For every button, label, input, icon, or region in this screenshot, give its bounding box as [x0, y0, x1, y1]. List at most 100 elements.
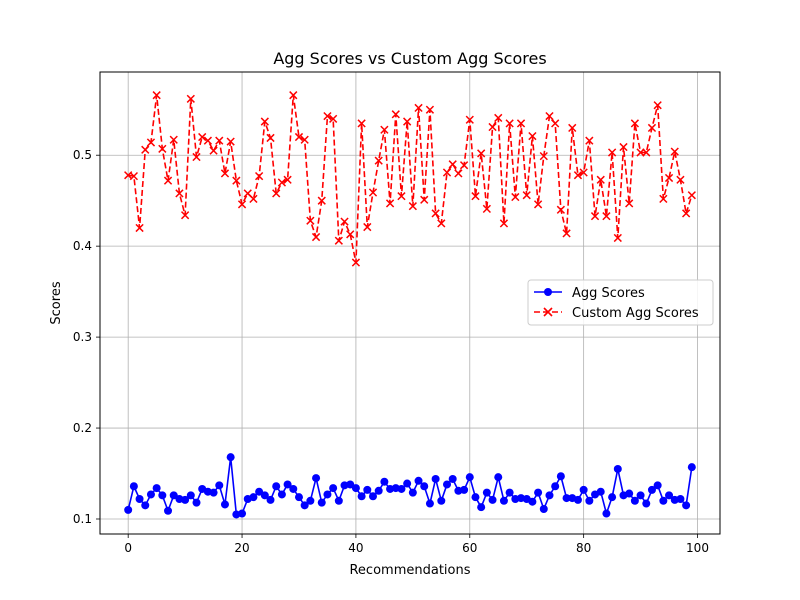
data-point-agg-scores: [545, 491, 554, 500]
data-point-custom-agg-scores: [516, 119, 526, 128]
data-point-custom-agg-scores: [499, 219, 509, 228]
data-point-agg-scores: [283, 480, 292, 489]
legend-box: [527, 279, 714, 326]
data-point-custom-agg-scores: [556, 205, 566, 214]
data-point-custom-agg-scores: [260, 117, 269, 126]
data-point-custom-agg-scores: [511, 192, 520, 202]
data-point-agg-scores: [431, 474, 440, 483]
data-point-custom-agg-scores: [420, 195, 429, 204]
data-point-custom-agg-scores: [391, 110, 400, 119]
data-point-custom-agg-scores: [340, 217, 349, 226]
data-point-agg-scores: [636, 491, 645, 500]
data-point-custom-agg-scores: [289, 91, 298, 100]
data-point-agg-scores: [676, 494, 685, 503]
data-point-custom-agg-scores: [465, 115, 474, 124]
data-point-agg-scores: [255, 487, 264, 496]
y-axis-label: Scores: [49, 281, 64, 324]
data-point-custom-agg-scores: [397, 192, 406, 201]
data-point-custom-agg-scores: [186, 94, 195, 103]
x-tick-label: 40: [348, 541, 363, 555]
data-point-agg-scores: [528, 497, 537, 506]
data-point-custom-agg-scores: [676, 175, 685, 184]
data-point-custom-agg-scores: [266, 133, 275, 143]
data-point-agg-scores: [124, 505, 133, 514]
data-point-agg-scores: [164, 506, 173, 515]
data-point-custom-agg-scores: [437, 219, 446, 228]
x-axis-label: Recommendations: [349, 563, 470, 578]
data-point-agg-scores: [209, 488, 218, 497]
data-point-agg-scores: [573, 495, 582, 504]
data-point-custom-agg-scores: [306, 216, 315, 225]
legend-label-agg-scores: Agg Scores: [572, 286, 645, 301]
data-point-custom-agg-scores: [237, 200, 247, 209]
data-point-agg-scores: [437, 496, 446, 505]
data-point-agg-scores: [220, 500, 229, 509]
data-point-custom-agg-scores: [533, 200, 543, 209]
data-point-custom-agg-scores: [220, 169, 230, 178]
data-point-agg-scores: [363, 485, 372, 494]
y-tick-label: 0.1: [73, 512, 92, 526]
data-point-agg-scores: [414, 476, 423, 485]
data-point-custom-agg-scores: [659, 194, 668, 203]
data-point-custom-agg-scores: [323, 111, 332, 121]
data-point-custom-agg-scores: [545, 111, 554, 121]
data-point-custom-agg-scores: [630, 119, 640, 128]
data-point-custom-agg-scores: [687, 191, 696, 200]
data-point-agg-scores: [659, 496, 668, 505]
data-point-custom-agg-scores: [374, 156, 383, 165]
data-point-agg-scores: [448, 474, 457, 483]
data-point-agg-scores: [494, 473, 503, 482]
data-point-custom-agg-scores: [602, 212, 611, 221]
data-point-agg-scores: [357, 492, 366, 501]
data-point-agg-scores: [596, 487, 605, 496]
x-axis-ticks: 0 20 40 60 80 100: [124, 534, 709, 555]
data-point-agg-scores: [260, 491, 269, 500]
legend: Agg Scores Custom Agg Scores: [527, 279, 714, 326]
data-point-agg-scores: [135, 494, 144, 503]
data-point-agg-scores: [152, 484, 161, 493]
data-point-agg-scores: [329, 484, 338, 493]
data-point-custom-agg-scores: [334, 236, 343, 245]
data-point-agg-scores: [272, 482, 281, 491]
data-point-agg-scores: [266, 495, 275, 504]
data-point-agg-scores: [665, 491, 674, 500]
data-point-custom-agg-scores: [152, 91, 161, 100]
data-point-custom-agg-scores: [590, 212, 600, 221]
data-point-custom-agg-scores: [482, 204, 491, 214]
data-point-custom-agg-scores: [670, 147, 679, 156]
data-point-agg-scores: [181, 495, 190, 504]
data-point-custom-agg-scores: [681, 209, 691, 218]
data-point-agg-scores: [334, 496, 343, 505]
series-markers-custom-agg-scores: [124, 91, 696, 267]
data-point-custom-agg-scores: [135, 223, 144, 233]
x-tick-label: 100: [686, 541, 709, 555]
data-point-custom-agg-scores: [568, 123, 577, 133]
data-point-custom-agg-scores: [642, 148, 651, 157]
data-point-custom-agg-scores: [579, 168, 588, 177]
data-point-custom-agg-scores: [277, 178, 287, 187]
data-point-custom-agg-scores: [346, 230, 355, 239]
data-point-custom-agg-scores: [448, 160, 457, 169]
x-tick-label: 20: [234, 541, 249, 555]
data-point-agg-scores: [505, 488, 514, 497]
data-point-agg-scores: [425, 499, 434, 508]
data-point-agg-scores: [562, 494, 571, 503]
data-point-custom-agg-scores: [351, 258, 361, 267]
data-point-custom-agg-scores: [357, 119, 366, 128]
data-point-agg-scores: [460, 485, 469, 494]
data-point-custom-agg-scores: [232, 176, 241, 185]
data-point-custom-agg-scores: [442, 168, 452, 177]
data-point-agg-scores: [306, 496, 315, 505]
data-point-custom-agg-scores: [488, 122, 497, 132]
data-point-agg-scores: [129, 482, 138, 491]
data-point-custom-agg-scores: [198, 132, 207, 142]
data-point-custom-agg-scores: [158, 144, 167, 153]
data-point-agg-scores: [317, 498, 326, 507]
data-point-custom-agg-scores: [494, 113, 503, 123]
data-point-custom-agg-scores: [249, 194, 258, 203]
data-point-agg-scores: [408, 488, 417, 497]
data-point-custom-agg-scores: [619, 142, 628, 152]
data-point-agg-scores: [380, 477, 389, 486]
data-point-custom-agg-scores: [459, 161, 469, 170]
data-point-agg-scores: [642, 499, 651, 508]
